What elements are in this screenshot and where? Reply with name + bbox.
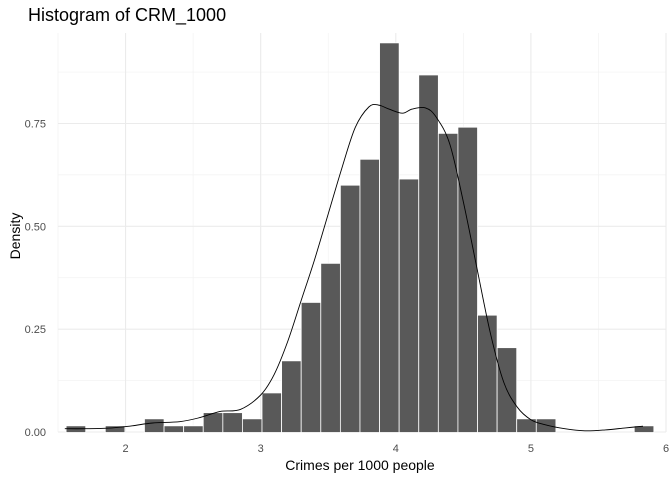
y-tick-label: 0.75 — [25, 118, 46, 130]
y-axis-label: Density — [7, 213, 23, 260]
histogram-bar — [242, 418, 263, 433]
x-tick-label: 5 — [528, 443, 534, 455]
histogram-bar — [104, 425, 126, 433]
x-axis-label: Crimes per 1000 people — [285, 457, 435, 473]
histogram-bar — [633, 425, 655, 433]
histogram-bars — [65, 42, 655, 433]
density-curve-group — [64, 104, 644, 432]
histogram-bar — [320, 262, 341, 433]
y-tick-label: 0.25 — [25, 324, 46, 336]
histogram-bar — [163, 425, 185, 433]
y-tick-label: 0.00 — [25, 427, 46, 439]
histogram-bar — [261, 392, 283, 433]
y-tick-label: 0.50 — [25, 221, 46, 233]
x-tick-label: 4 — [393, 443, 399, 455]
histogram-bar — [535, 418, 557, 433]
x-tick-label: 3 — [258, 443, 264, 455]
histogram-bar — [457, 126, 478, 433]
histogram-bar — [281, 360, 302, 433]
histogram-bar — [398, 178, 420, 433]
histogram-bar — [183, 425, 204, 433]
histogram-bar — [359, 158, 380, 433]
density-curve — [64, 104, 644, 432]
histogram-bar — [437, 132, 459, 433]
histogram-bar — [477, 314, 498, 433]
x-tick-label: 6 — [663, 443, 669, 455]
histogram-bar — [339, 184, 361, 433]
histogram-bar — [379, 42, 400, 433]
histogram-bar — [300, 302, 322, 433]
chart-title: Histogram of CRM_1000 — [28, 5, 227, 25]
histogram-bar — [144, 418, 165, 433]
histogram-bar — [418, 74, 439, 433]
histogram-bar — [222, 412, 243, 433]
tick-labels: 2 3 4 5 6 0.00 0.25 0.50 0.75 — [25, 118, 669, 455]
x-tick-label: 2 — [122, 443, 128, 455]
